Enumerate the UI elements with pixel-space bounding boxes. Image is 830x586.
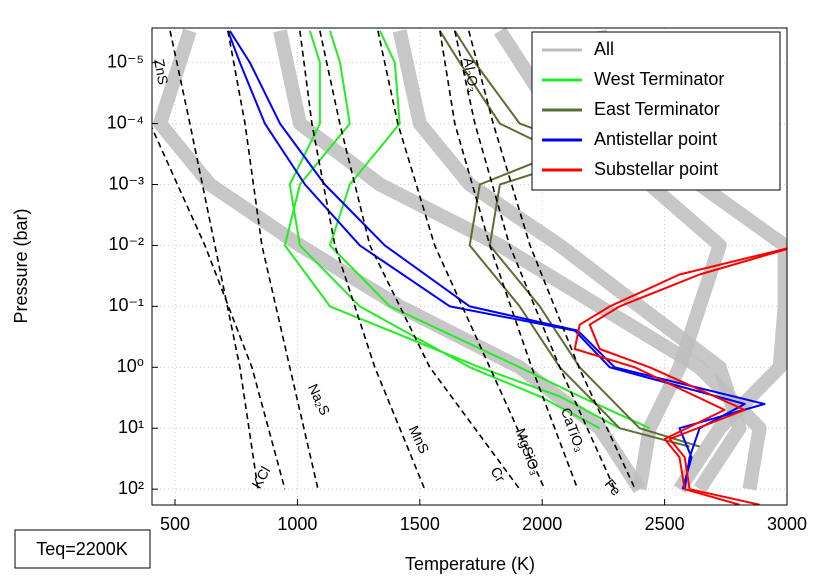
curve-label: Cr <box>487 464 508 485</box>
curve-label: KCl <box>248 464 273 492</box>
x-tick-label: 1500 <box>400 514 440 534</box>
plot-area <box>152 28 787 505</box>
legend-label: Antistellar point <box>594 129 717 149</box>
x-tick-label: 500 <box>160 514 190 534</box>
curve-label: ZnS <box>151 58 171 86</box>
y-tick-label: 10⁻¹ <box>108 295 144 315</box>
curve-label: MgSiO₃ <box>512 426 544 477</box>
x-tick-label: 2500 <box>645 514 685 534</box>
curve-label: Al₂O₃ <box>460 56 482 93</box>
legend-label: East Terminator <box>594 99 720 119</box>
condensation-curve <box>377 30 546 490</box>
legend-label: All <box>594 39 614 59</box>
condensation-curve <box>454 30 616 490</box>
condensation-curve <box>319 30 521 490</box>
y-tick-label: 10⁻³ <box>108 173 144 193</box>
condensation-curve <box>227 30 319 490</box>
profile-line <box>226 30 746 490</box>
y-tick-label: 10⁰ <box>117 356 144 376</box>
annotation: Teq=2200K <box>36 539 128 559</box>
profile-line <box>439 30 690 448</box>
curve-label: Fe <box>602 476 625 499</box>
legend: All West Terminator East Terminator Antiste… <box>531 31 781 191</box>
y-tick-label: 10⁻⁵ <box>107 51 144 71</box>
y-tick-label: 10² <box>118 478 144 498</box>
profile-line <box>283 30 621 430</box>
x-tick-label: 3000 <box>767 514 807 534</box>
legend-label: West Terminator <box>594 69 724 89</box>
profile-line <box>453 30 700 448</box>
plot-frame <box>151 27 788 506</box>
profile-line <box>588 247 787 505</box>
y-axis-label: Pressure (bar) <box>11 208 31 323</box>
y-tick-label: 10⁻⁴ <box>107 112 144 132</box>
condensation-curve <box>468 30 636 490</box>
condensation-curve <box>439 30 579 490</box>
x-axis-label: Temperature (K) <box>405 554 535 574</box>
annotation-box <box>14 529 151 569</box>
condensation-curve <box>299 30 426 490</box>
profile-line <box>573 247 787 505</box>
legend-label: Substellar point <box>594 159 718 179</box>
profile-line <box>288 30 601 430</box>
y-tick-label: 10⁻² <box>108 234 144 254</box>
profile-line <box>228 30 766 490</box>
condensation-curve <box>169 30 259 490</box>
x-tick-label: 1000 <box>277 514 317 534</box>
y-tick-label: 10¹ <box>118 417 144 437</box>
x-tick-label: 2000 <box>522 514 562 534</box>
curve-label: Na₂S <box>305 381 333 417</box>
profile-line <box>153 28 646 494</box>
profile-line <box>329 30 651 430</box>
